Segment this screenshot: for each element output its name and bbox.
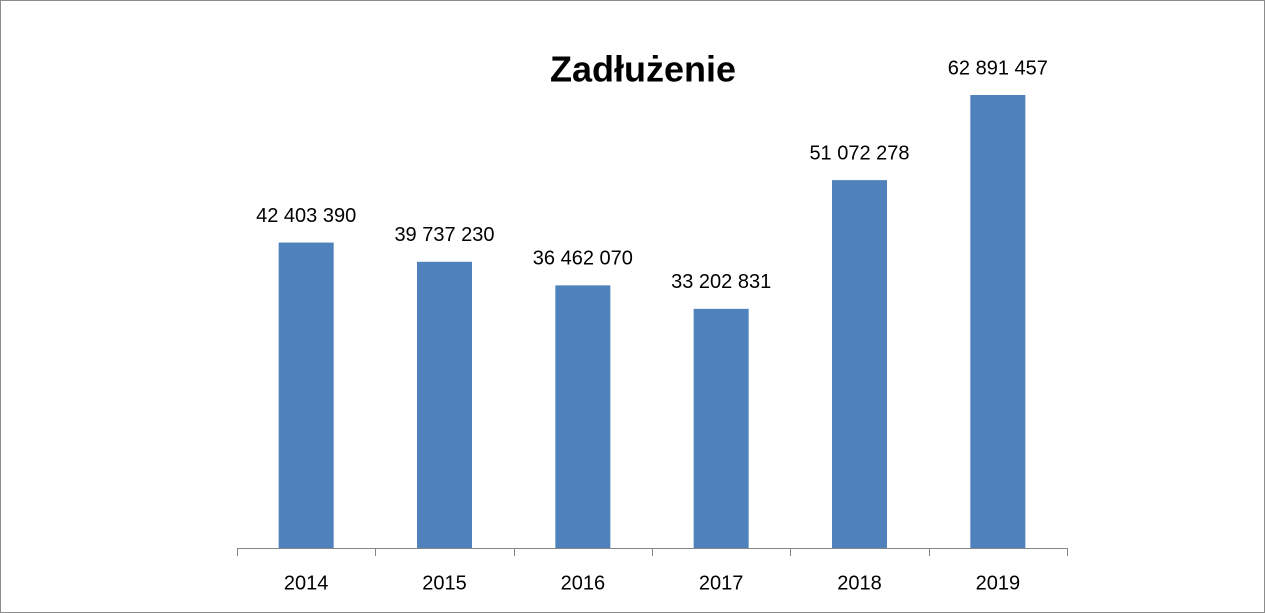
- value-label: 36 462 070: [533, 248, 633, 270]
- value-label: 33 202 831: [671, 271, 771, 293]
- bar: [278, 242, 334, 548]
- x-tick-label: 2015: [422, 572, 467, 594]
- bar: [555, 285, 611, 548]
- x-tick-label: 2019: [976, 572, 1021, 594]
- bar: [970, 95, 1026, 548]
- value-label: 39 737 230: [394, 224, 494, 246]
- x-tick-label: 2017: [699, 572, 744, 594]
- x-tick-label: 2014: [284, 572, 329, 594]
- x-tick-label: 2018: [837, 572, 882, 594]
- value-label: 42 403 390: [256, 205, 356, 227]
- bar: [417, 261, 472, 548]
- value-label: 62 891 457: [948, 57, 1048, 79]
- bar: [693, 308, 749, 548]
- value-label: 51 072 278: [809, 142, 909, 164]
- x-tick-label: 2016: [561, 572, 606, 594]
- bar: [832, 180, 887, 548]
- chart-title: Zadłużenie: [550, 49, 736, 90]
